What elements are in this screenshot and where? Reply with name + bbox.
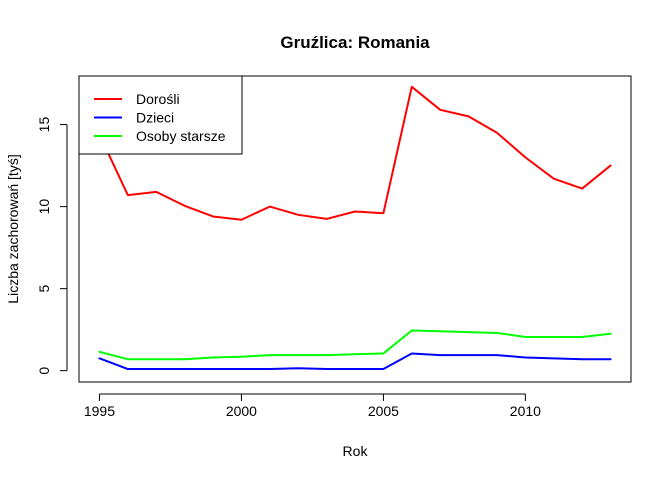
y-tick-label: 5 <box>36 285 52 293</box>
series-line-3 <box>98 329 612 361</box>
y-tick-label: 10 <box>36 199 52 215</box>
legend-box <box>78 75 243 155</box>
legend-label-3: Osoby starsze <box>136 128 226 144</box>
series-line-2 <box>98 352 612 371</box>
series-layer <box>98 85 612 371</box>
x-axis: 1995 2000 2005 2010 <box>84 393 541 419</box>
x-axis-label: Rok <box>343 443 369 459</box>
y-axis-label: Liczba zachorowań [tyś] <box>5 154 21 303</box>
series-line-1 <box>98 85 612 221</box>
chart-title: Gruźlica: Romania <box>280 33 430 52</box>
x-tick-label: 2000 <box>226 403 257 419</box>
legend-label-1: Dorośli <box>136 91 180 107</box>
y-tick-label: 15 <box>36 117 52 133</box>
legend: Dorośli Dzieci Osoby starsze <box>78 75 243 155</box>
legend-label-2: Dzieci <box>136 110 174 126</box>
plot-area-border <box>78 75 632 383</box>
x-tick-label: 2005 <box>368 403 399 419</box>
x-tick-label: 1995 <box>84 403 115 419</box>
x-tick-label: 2010 <box>510 403 541 419</box>
y-axis: 0 5 10 15 <box>36 117 68 375</box>
y-tick-label: 0 <box>36 367 52 375</box>
